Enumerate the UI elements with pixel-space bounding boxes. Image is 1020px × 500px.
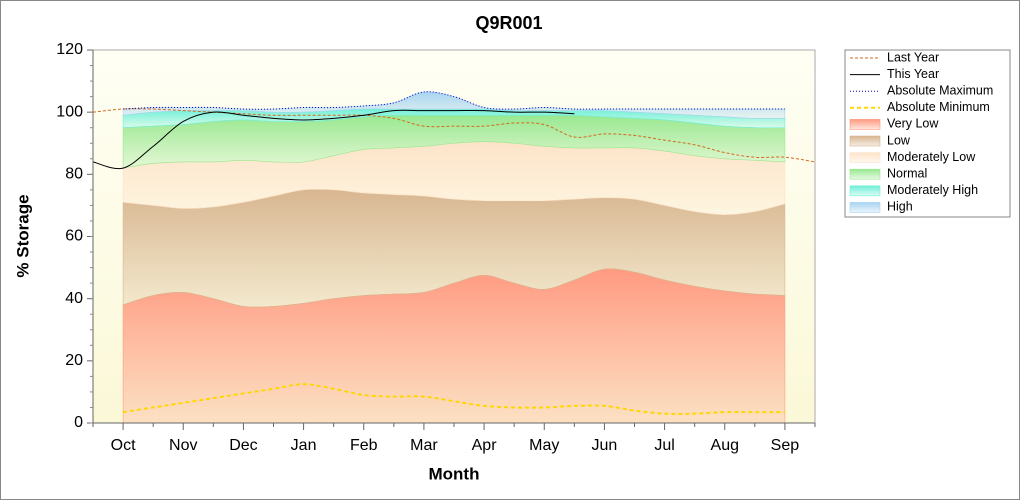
y-tick-label: 100: [56, 103, 83, 120]
series-line: [122, 383, 785, 415]
area-band: [122, 91, 786, 119]
y-tick-label: 40: [65, 290, 83, 307]
y-tick-label: 60: [65, 228, 83, 245]
x-axis-label: Month: [429, 464, 480, 483]
series-line: [92, 109, 575, 170]
x-tick-label: Mar: [410, 437, 438, 454]
legend-label: This Year: [887, 67, 939, 81]
x-tick-label: May: [529, 437, 559, 454]
legend-label: Absolute Maximum: [887, 83, 993, 97]
legend-swatch: [849, 135, 881, 147]
legend-swatch: [849, 202, 881, 213]
x-tick-label: Dec: [229, 437, 257, 454]
x-tick-label: Oct: [111, 437, 136, 454]
legend-label: Moderately Low: [887, 150, 976, 164]
y-tick-label: 0: [74, 414, 83, 431]
legend-swatch: [849, 168, 881, 180]
x-tick-label: Jun: [592, 437, 618, 454]
x-tick-label: Jul: [654, 437, 674, 454]
legend-label: High: [887, 200, 913, 214]
legend-swatch: [849, 152, 881, 163]
legend-label: Moderately High: [887, 183, 978, 197]
y-tick-label: 80: [65, 166, 83, 183]
legend-label: Very Low: [887, 117, 939, 131]
x-tick-label: Sep: [771, 437, 800, 454]
x-tick-label: Nov: [169, 437, 197, 454]
y-tick-label: 120: [56, 41, 83, 58]
series-line: [123, 91, 785, 110]
x-tick-label: Jan: [291, 437, 317, 454]
x-tick-label: Aug: [711, 437, 739, 454]
y-tick-label: 20: [65, 352, 83, 369]
x-tick-label: Feb: [350, 437, 378, 454]
x-tick-label: Apr: [472, 437, 498, 454]
legend-label: Last Year: [887, 50, 939, 64]
legend-swatch: [849, 185, 881, 197]
chart-title: Q9R001: [475, 13, 542, 33]
legend-swatch: [849, 119, 881, 130]
y-axis-label: % Storage: [13, 194, 32, 277]
legend-label: Normal: [887, 166, 927, 180]
legend-label: Low: [887, 133, 911, 147]
legend-label: Absolute Minimum: [887, 100, 990, 114]
